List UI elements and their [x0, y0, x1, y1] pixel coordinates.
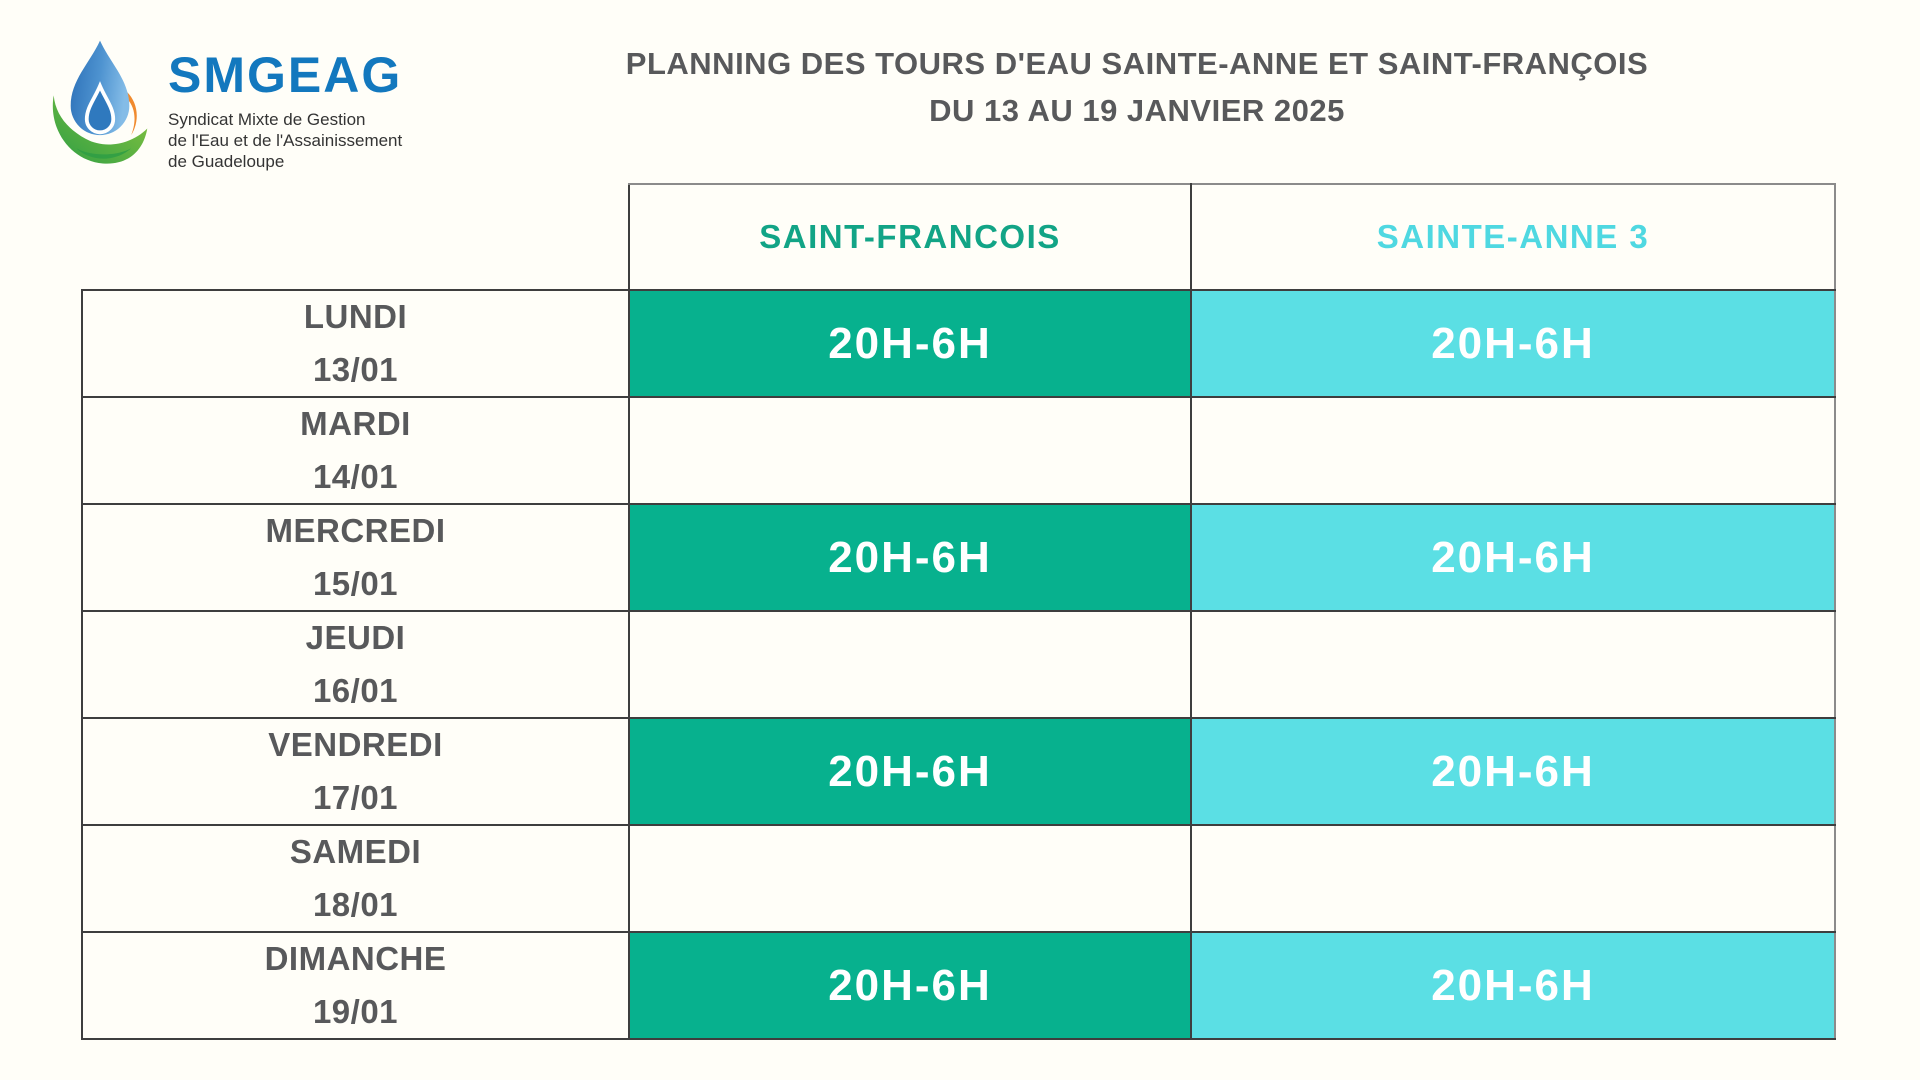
schedule-row: DIMANCHE 19/01 20H-6H 20H-6H	[81, 931, 1836, 1040]
schedule-row: SAMEDI 18/01	[81, 824, 1836, 933]
logo-subtitle-line-3: de Guadeloupe	[168, 152, 285, 171]
day-name: MARDI	[300, 405, 411, 442]
column-header-sainte-anne-3: SAINTE-ANNE 3	[1190, 183, 1836, 291]
day-cell: LUNDI 13/01	[81, 289, 630, 398]
schedule-row: JEUDI 16/01	[81, 610, 1836, 719]
day-date: 19/01	[312, 993, 399, 1030]
time-cell-sainte-anne-3	[1190, 824, 1836, 933]
time-cell-saint-francois	[628, 824, 1192, 933]
time-cell-saint-francois: 20H-6H	[628, 289, 1192, 398]
day-date: 17/01	[312, 779, 399, 816]
day-cell: MARDI 14/01	[81, 396, 630, 505]
day-name: VENDREDI	[268, 726, 443, 763]
smgeag-logo: SMGEAG Syndicat Mixte de Gestion de l'Ea…	[48, 34, 402, 172]
day-cell: DIMANCHE 19/01	[81, 931, 630, 1040]
time-cell-sainte-anne-3	[1190, 610, 1836, 719]
time-cell-saint-francois: 20H-6H	[628, 717, 1192, 826]
orange-leaf-accent	[118, 87, 137, 136]
day-cell: JEUDI 16/01	[81, 610, 630, 719]
header-row: SAINT-FRANCOIS SAINTE-ANNE 3	[82, 183, 1836, 291]
day-name: SAMEDI	[289, 833, 422, 870]
leaf-swoosh-shape	[52, 95, 148, 164]
time-cell-saint-francois	[628, 610, 1192, 719]
schedule-row: MERCREDI 15/01 20H-6H 20H-6H	[81, 503, 1836, 612]
time-cell-saint-francois: 20H-6H	[628, 931, 1192, 1040]
day-name: MERCREDI	[265, 512, 446, 549]
leaf-inner-shadow	[76, 148, 132, 159]
day-date: 16/01	[312, 672, 399, 709]
day-date: 14/01	[312, 458, 399, 495]
day-name: JEUDI	[305, 619, 406, 656]
schedule-row: VENDREDI 17/01 20H-6H 20H-6H	[81, 717, 1836, 826]
day-name: LUNDI	[303, 298, 408, 335]
schedule-body: LUNDI 13/01 20H-6H 20H-6H MARDI 14/01 ME…	[81, 289, 1836, 1040]
inner-drop-shape	[84, 81, 116, 135]
schedule-row: LUNDI 13/01 20H-6H 20H-6H	[81, 289, 1836, 398]
day-date: 18/01	[312, 886, 399, 923]
day-cell: VENDREDI 17/01	[81, 717, 630, 826]
water-drop-leaf-icon	[52, 40, 148, 164]
day-cell: SAMEDI 18/01	[81, 824, 630, 933]
time-cell-saint-francois: 20H-6H	[628, 503, 1192, 612]
page-title: PLANNING DES TOURS D'EAU SAINTE-ANNE ET …	[440, 40, 1834, 134]
header-spacer-cell	[82, 184, 629, 290]
time-cell-sainte-anne-3: 20H-6H	[1190, 503, 1836, 612]
logo-subtitle-line-2: de l'Eau et de l'Assainissement	[168, 131, 403, 150]
logo-subtitle: Syndicat Mixte de Gestion de l'Eau et de…	[168, 109, 402, 172]
time-cell-sainte-anne-3: 20H-6H	[1190, 931, 1836, 1040]
page-title-line-2: DU 13 AU 19 JANVIER 2025	[929, 93, 1345, 128]
time-cell-sainte-anne-3	[1190, 396, 1836, 505]
logo-text-block: SMGEAG Syndicat Mixte de Gestion de l'Ea…	[168, 34, 402, 172]
time-cell-saint-francois	[628, 396, 1192, 505]
day-name: DIMANCHE	[264, 940, 447, 977]
column-header-saint-francois: SAINT-FRANCOIS	[628, 183, 1192, 291]
page-title-line-1: PLANNING DES TOURS D'EAU SAINTE-ANNE ET …	[625, 46, 1649, 81]
schedule-row: MARDI 14/01	[81, 396, 1836, 505]
day-cell: MERCREDI 15/01	[81, 503, 630, 612]
day-date: 13/01	[312, 351, 399, 388]
logo-subtitle-line-1: Syndicat Mixte de Gestion	[168, 110, 366, 129]
time-cell-sainte-anne-3: 20H-6H	[1190, 289, 1836, 398]
day-date: 15/01	[312, 565, 399, 602]
logo-brand: SMGEAG	[168, 47, 403, 103]
time-cell-sainte-anne-3: 20H-6H	[1190, 717, 1836, 826]
schedule-table: SAINT-FRANCOIS SAINTE-ANNE 3 LUNDI 13/01…	[81, 183, 1836, 1040]
